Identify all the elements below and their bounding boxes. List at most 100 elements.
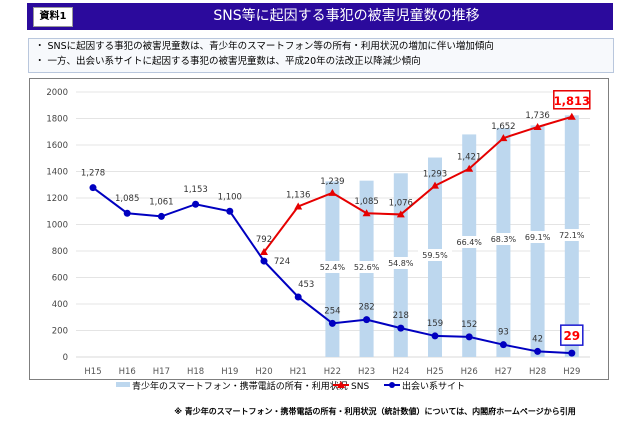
x-tick-label: H19 (221, 367, 238, 377)
bar-label-bg (520, 231, 555, 243)
summary-line: ・ 一方、出会い系サイトに起因する事犯の被害児童数は、平成20年の法改正以降減少… (35, 56, 421, 67)
x-tick-label: H22 (324, 367, 341, 377)
x-tick-label: H29 (563, 367, 580, 377)
sns-data-label: 1,736 (525, 111, 549, 121)
deai-data-label: 1,278 (81, 169, 105, 179)
deai-data-label: 218 (393, 311, 409, 321)
sns-data-label: 792 (256, 235, 272, 245)
sns-data-label: 1,085 (354, 197, 378, 207)
deai-data-label: 159 (427, 319, 443, 329)
deai-marker (465, 333, 473, 341)
x-tick-label: H25 (426, 367, 443, 377)
bar-label: 52.4% (320, 263, 346, 272)
sns-data-label: 1,421 (457, 153, 481, 163)
sns-data-label: 1,076 (389, 198, 413, 208)
sns-marker (362, 209, 371, 217)
highlight-box-sns (553, 90, 591, 110)
y-tick-label: 1200 (46, 194, 68, 204)
deai-marker (260, 257, 268, 265)
x-tick-label: H24 (392, 367, 409, 377)
deai-data-label: 1,085 (115, 194, 139, 204)
bar-label-bg (418, 249, 452, 261)
deai-marker (534, 347, 542, 355)
summary-box: ・ SNSに起因する事犯の被害児童数は、青少年のスマートフォン等の所有・利用状況… (28, 38, 614, 73)
deai-data-label: 1,100 (218, 192, 242, 202)
x-tick-label: H21 (290, 367, 307, 377)
bar-label-bg (554, 229, 589, 241)
bar-label-bg (315, 261, 350, 273)
bar-label: 54.8% (388, 259, 414, 268)
title-bar (27, 3, 613, 30)
x-tick-label: H15 (84, 367, 101, 377)
legend-label-bar: 青少年のスマートフォン・携帯電話の所有・利用状況 (132, 380, 348, 392)
deai-marker (123, 209, 131, 217)
deai-marker (89, 184, 97, 192)
deai-marker (431, 332, 439, 340)
bar-label-bg (349, 261, 384, 273)
bar-label-bg (452, 236, 487, 248)
sns-marker (533, 122, 542, 130)
deai-data-label: 93 (498, 328, 509, 338)
sns-marker (431, 181, 439, 189)
y-tick-label: 1400 (46, 168, 68, 178)
deai-data-label: 724 (274, 257, 290, 267)
deai-data-label: 453 (298, 280, 314, 290)
page-title: SNS等に起因する事犯の被害児童数の推移 (213, 8, 480, 24)
deai-data-label: 42 (532, 334, 543, 344)
sns-highlight-label: 1,813 (554, 94, 590, 108)
y-tick-label: 400 (52, 300, 68, 310)
legend-label-sns: SNS (351, 382, 369, 392)
sns-marker (260, 248, 268, 256)
deai-data-label: 152 (461, 320, 477, 330)
y-tick-label: 1800 (46, 115, 68, 125)
chart-frame (29, 78, 609, 380)
deai-data-label: 1,061 (149, 197, 173, 207)
legend-swatch-bar (116, 382, 130, 387)
deai-marker (397, 324, 405, 332)
x-tick-label: H16 (119, 367, 136, 377)
y-tick-label: 1000 (46, 221, 68, 231)
sns-line (263, 115, 573, 253)
legend-marker-deai (389, 382, 395, 388)
bar-label: 72.1% (559, 231, 585, 240)
bar-label: 59.5% (422, 251, 448, 260)
x-tick-label: H27 (495, 367, 512, 377)
bar-label: 69.1% (525, 233, 551, 242)
x-tick-label: H23 (358, 367, 375, 377)
deai-marker (294, 293, 302, 301)
bar-label: 52.6% (354, 263, 380, 272)
x-tick-label: H28 (529, 367, 546, 377)
deai-data-label: 1,153 (183, 185, 207, 195)
bar-label: 66.4% (456, 238, 482, 247)
bar-label: 68.3% (491, 235, 517, 244)
highlight-box-deai (560, 324, 584, 346)
sns-marker (567, 112, 576, 120)
sns-marker (294, 202, 303, 210)
x-tick-label: H26 (461, 367, 478, 377)
deai-marker (328, 319, 336, 327)
sns-marker (465, 164, 474, 172)
deai-highlight-label: 29 (563, 329, 580, 343)
sns-marker (396, 210, 405, 218)
y-tick-label: 800 (52, 247, 68, 257)
x-tick-label: H17 (153, 367, 170, 377)
deai-marker (499, 341, 507, 349)
footnote: ※ 青少年のスマートフォン・携帯電話の所有・利用状況（統計数値）については、内閣… (174, 407, 576, 416)
sns-data-label: 1,239 (320, 177, 344, 187)
legend-label-deai: 出会い系サイト (402, 380, 465, 392)
deai-marker (192, 200, 200, 208)
document-label: 資料1 (33, 7, 73, 27)
sns-data-label: 1,136 (286, 190, 310, 200)
deai-data-label: 254 (324, 306, 340, 316)
sns-marker (328, 188, 337, 196)
summary-line: ・ SNSに起因する事犯の被害児童数は、青少年のスマートフォン等の所有・利用状況… (35, 41, 494, 52)
deai-marker (568, 349, 576, 357)
deai-data-label: 282 (358, 303, 374, 313)
y-tick-label: 200 (52, 327, 68, 337)
sns-data-label: 1,293 (423, 170, 447, 180)
sns-data-label: 1,652 (491, 122, 515, 132)
y-tick-label: 0 (63, 353, 68, 363)
deai-marker (363, 316, 371, 324)
deai-marker (226, 207, 234, 215)
